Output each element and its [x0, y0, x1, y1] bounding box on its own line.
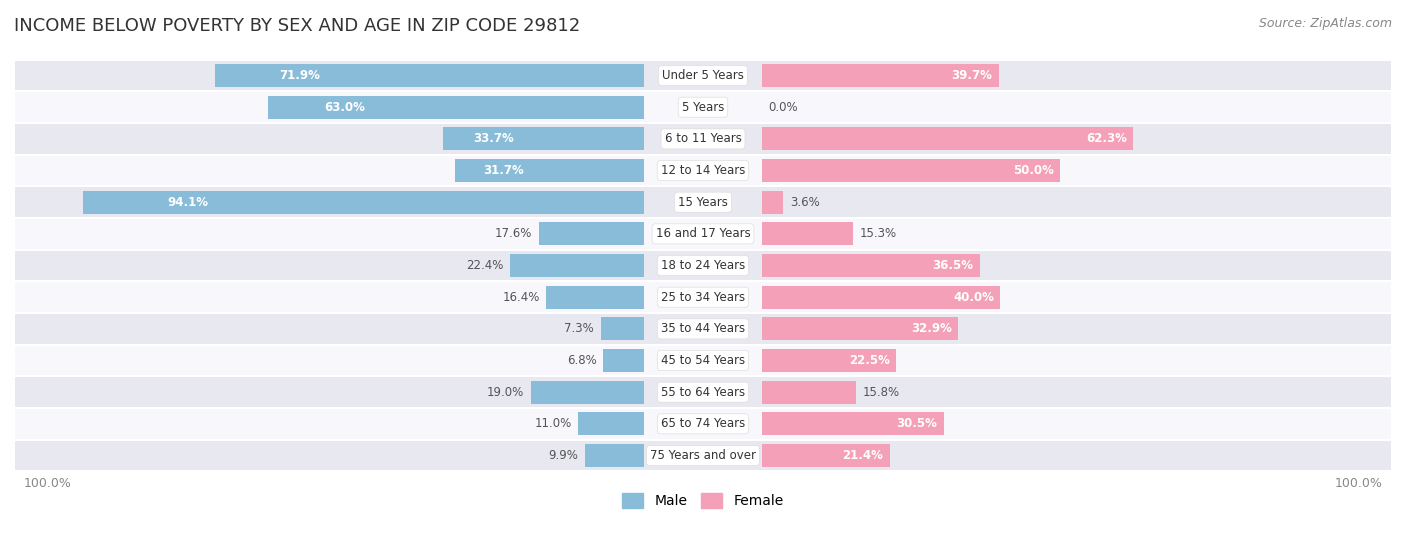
FancyBboxPatch shape — [15, 250, 1391, 281]
Text: 65 to 74 Years: 65 to 74 Years — [661, 418, 745, 430]
Text: 15.8%: 15.8% — [863, 386, 900, 399]
Bar — [762, 286, 1001, 309]
Bar — [585, 444, 644, 467]
Text: 15 Years: 15 Years — [678, 196, 728, 209]
Text: 0.0%: 0.0% — [769, 101, 799, 113]
Text: 33.7%: 33.7% — [474, 132, 515, 145]
Text: Source: ZipAtlas.com: Source: ZipAtlas.com — [1258, 17, 1392, 30]
Text: 62.3%: 62.3% — [1085, 132, 1126, 145]
Text: 32.9%: 32.9% — [911, 323, 952, 335]
Bar — [762, 254, 980, 277]
FancyBboxPatch shape — [15, 281, 1391, 313]
Bar — [215, 64, 644, 87]
Text: 7.3%: 7.3% — [564, 323, 593, 335]
Text: 16 and 17 Years: 16 and 17 Years — [655, 228, 751, 240]
Text: 9.9%: 9.9% — [548, 449, 578, 462]
Text: 19.0%: 19.0% — [486, 386, 524, 399]
Bar — [762, 318, 957, 340]
FancyBboxPatch shape — [15, 313, 1391, 345]
Bar — [547, 286, 644, 309]
FancyBboxPatch shape — [15, 440, 1391, 471]
Bar — [762, 159, 1060, 182]
Text: 40.0%: 40.0% — [953, 291, 994, 304]
Text: 63.0%: 63.0% — [325, 101, 366, 113]
Bar — [603, 349, 644, 372]
Text: 18 to 24 Years: 18 to 24 Years — [661, 259, 745, 272]
Text: 6 to 11 Years: 6 to 11 Years — [665, 132, 741, 145]
Bar — [578, 413, 644, 435]
FancyBboxPatch shape — [15, 91, 1391, 123]
Bar — [762, 381, 856, 404]
Text: 35 to 44 Years: 35 to 44 Years — [661, 323, 745, 335]
Bar — [530, 381, 644, 404]
Bar — [762, 349, 896, 372]
Text: 15.3%: 15.3% — [859, 228, 897, 240]
Bar — [269, 96, 644, 119]
Bar — [762, 64, 998, 87]
FancyBboxPatch shape — [15, 345, 1391, 376]
Bar — [762, 444, 890, 467]
Text: 25 to 34 Years: 25 to 34 Years — [661, 291, 745, 304]
FancyBboxPatch shape — [15, 408, 1391, 440]
Text: 3.6%: 3.6% — [790, 196, 820, 209]
Text: 75 Years and over: 75 Years and over — [650, 449, 756, 462]
Text: 30.5%: 30.5% — [897, 418, 938, 430]
Text: 6.8%: 6.8% — [567, 354, 598, 367]
Bar — [456, 159, 644, 182]
Text: 21.4%: 21.4% — [842, 449, 883, 462]
Bar — [443, 127, 644, 150]
FancyBboxPatch shape — [15, 155, 1391, 186]
Text: 31.7%: 31.7% — [484, 164, 524, 177]
Text: 55 to 64 Years: 55 to 64 Years — [661, 386, 745, 399]
FancyBboxPatch shape — [15, 123, 1391, 155]
Legend: Male, Female: Male, Female — [617, 488, 789, 514]
Text: INCOME BELOW POVERTY BY SEX AND AGE IN ZIP CODE 29812: INCOME BELOW POVERTY BY SEX AND AGE IN Z… — [14, 17, 581, 35]
Bar — [600, 318, 644, 340]
FancyBboxPatch shape — [15, 186, 1391, 218]
Text: 50.0%: 50.0% — [1012, 164, 1053, 177]
FancyBboxPatch shape — [15, 218, 1391, 250]
Text: 5 Years: 5 Years — [682, 101, 724, 113]
Text: 22.4%: 22.4% — [467, 259, 503, 272]
Bar — [762, 127, 1133, 150]
Text: 22.5%: 22.5% — [849, 354, 890, 367]
Text: 17.6%: 17.6% — [495, 228, 533, 240]
Text: Under 5 Years: Under 5 Years — [662, 69, 744, 82]
Text: 39.7%: 39.7% — [952, 69, 993, 82]
Text: 36.5%: 36.5% — [932, 259, 973, 272]
Bar — [510, 254, 644, 277]
Bar — [762, 191, 783, 214]
Bar — [538, 222, 644, 245]
Text: 45 to 54 Years: 45 to 54 Years — [661, 354, 745, 367]
Text: 94.1%: 94.1% — [167, 196, 208, 209]
Text: 12 to 14 Years: 12 to 14 Years — [661, 164, 745, 177]
Text: 11.0%: 11.0% — [534, 418, 572, 430]
Bar — [762, 413, 943, 435]
Text: 16.4%: 16.4% — [502, 291, 540, 304]
FancyBboxPatch shape — [15, 60, 1391, 91]
Bar — [762, 222, 853, 245]
FancyBboxPatch shape — [15, 376, 1391, 408]
Bar — [83, 191, 644, 214]
Text: 71.9%: 71.9% — [280, 69, 321, 82]
